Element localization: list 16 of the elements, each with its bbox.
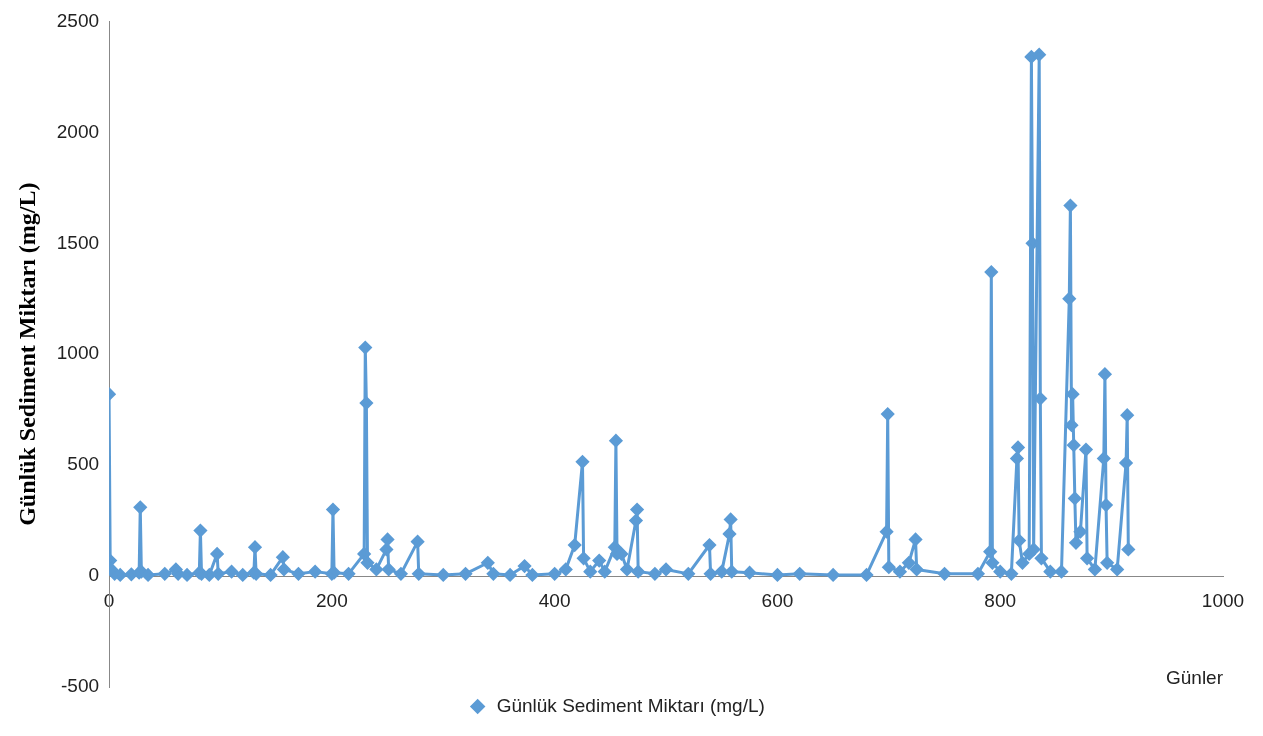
y-tick-label: -500 <box>61 675 100 697</box>
y-axis-title: Günlük Sediment Miktarı (mg/L) <box>13 182 40 526</box>
x-tick-label: 600 <box>761 589 794 611</box>
x-tick-label: 0 <box>103 589 115 611</box>
y-tick-label: 500 <box>67 453 100 475</box>
y-tick-label: 2000 <box>56 120 100 142</box>
y-tick-label: 0 <box>88 564 100 586</box>
y-tick-label: 1500 <box>56 231 100 253</box>
x-tick-label: 400 <box>538 589 571 611</box>
y-tick-label: 2500 <box>56 9 100 31</box>
x-tick-label: 200 <box>316 589 348 611</box>
x-tick-label: 800 <box>984 589 1017 611</box>
legend-label: Günlük Sediment Miktarı (mg/L) <box>496 694 765 716</box>
y-tick-label: 1000 <box>56 342 100 364</box>
x-tick-label: 1000 <box>1201 589 1245 611</box>
x-axis-title: Günler <box>1165 666 1224 688</box>
